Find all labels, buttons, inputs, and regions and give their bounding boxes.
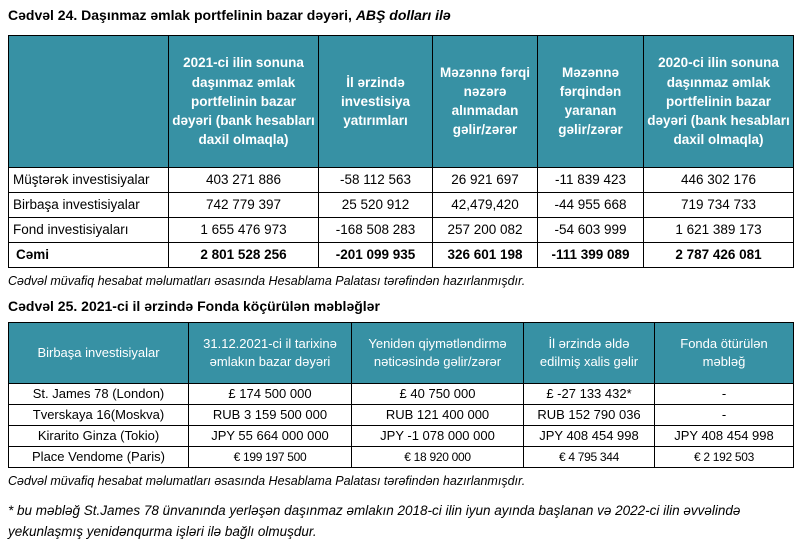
table-cell: 1 655 476 973 [168,216,319,243]
row-label: Müştərək investisiyalar [8,166,169,193]
column-header-empty [8,34,169,168]
table-cell: - [654,403,794,426]
table-cell: -201 099 935 [318,241,433,268]
table-cell: € 199 197 500 [188,445,352,468]
table24-title-currency-unit: ABŞ dolları ilə [355,7,451,23]
table-cell: - [654,382,794,405]
table-cell: 446 302 176 [643,166,794,193]
table24-header: 2021-ci ilin sonuna daşınmaz əmlak portf… [8,34,794,168]
table-cell: 2 801 528 256 [168,241,319,268]
column-header-net-income: İl ərzində əldə edilmiş xalis gəlir [523,321,655,384]
column-header-direct-investments: Birbaşa investisiyalar [8,321,189,384]
table-cell: JPY 408 454 998 [523,424,655,447]
table-cell: € 18 920 000 [351,445,524,468]
table-cell: 26 921 697 [432,166,538,193]
table-cell: -54 603 999 [537,216,644,243]
table-row-kirarito: Kirarito Ginza (Tokio) JPY 55 664 000 00… [8,424,794,447]
table-cell: 25 520 912 [318,191,433,218]
table-cell: 1 621 389 173 [643,216,794,243]
column-header-revaluation-result: Yenidən qiymətləndirmə nəticəsində gəlir… [351,321,524,384]
table-cell: RUB 121 400 000 [351,403,524,426]
column-header-income-excl-fx: Məzənnə fərqi nəzərə alınmadan gəlir/zər… [432,34,538,168]
table25-header: Birbaşa investisiyalar 31.12.2021-ci il … [8,321,794,384]
table-cell: 719 734 733 [643,191,794,218]
table24-body: Müştərək investisiyalar 403 271 886 -58 … [8,166,794,268]
row-label: Tverskaya 16(Moskva) [8,403,189,426]
table-row-fund-investments: Fond investisiyaları 1 655 476 973 -168 … [8,216,794,243]
column-header-fx-income: Məzənnə fərqindən yaranan gəlir/zərər [537,34,644,168]
table-cell: 326 601 198 [432,241,538,268]
row-label-total: Cəmi [8,241,169,268]
table-cell: € 2 192 503 [654,445,794,468]
table-row-place-vendome: Place Vendome (Paris) € 199 197 500 € 18… [8,445,794,468]
asterisk-footnote: * bu məbləğ St.James 78 ünvanında yerləş… [8,503,741,540]
table24-title-text: Cədvəl 24. Daşınmaz əmlak portfelinin ba… [8,7,356,23]
table-row-direct-investments: Birbaşa investisiyalar 742 779 397 25 52… [8,191,794,218]
row-label: Place Vendome (Paris) [8,445,189,468]
table-cell: 42,479,420 [432,191,538,218]
table24-source-note: Cədvəl müvafiq hesabat məlumatları əsası… [8,273,526,288]
table-cell: -11 839 423 [537,166,644,193]
column-header-investments: İl ərzində investisiya yatırımları [318,34,433,168]
table-cell: -168 508 283 [318,216,433,243]
table-row-tverskaya: Tverskaya 16(Moskva) RUB 3 159 500 000 R… [8,403,794,426]
row-label: Fond investisiyaları [8,216,169,243]
table24-title: Cədvəl 24. Daşınmaz əmlak portfelinin ba… [8,7,793,24]
table-cell: RUB 3 159 500 000 [188,403,352,426]
table-row-st-james: St. James 78 (London) £ 174 500 000 £ 40… [8,382,794,405]
table-cell: 742 779 397 [168,191,319,218]
row-label: St. James 78 (London) [8,382,189,405]
table-cell: £ 174 500 000 [188,382,352,405]
table25-source-note: Cədvəl müvafiq hesabat məlumatları əsası… [8,473,526,488]
table-cell: RUB 152 790 036 [523,403,655,426]
column-header-2020-value: 2020-ci ilin sonuna daşınmaz əmlak portf… [643,34,794,168]
row-label: Birbaşa investisiyalar [8,191,169,218]
table-cell: -111 399 089 [537,241,644,268]
row-label: Kirarito Ginza (Tokio) [8,424,189,447]
table-cell: £ 40 750 000 [351,382,524,405]
table25-title: Cədvəl 25. 2021-ci il ərzində Fonda köçü… [8,298,380,315]
column-header-2021-value: 2021-ci ilin sonuna daşınmaz əmlak portf… [168,34,319,168]
table-row-joint-investments: Müştərək investisiyalar 403 271 886 -58 … [8,166,794,193]
table25-body: St. James 78 (London) £ 174 500 000 £ 40… [8,382,794,468]
table-cell: 257 200 082 [432,216,538,243]
table-row-total: Cəmi 2 801 528 256 -201 099 935 326 601 … [8,241,794,268]
column-header-transferred-amount: Fonda ötürülən məbləğ [654,321,794,384]
table-cell: 403 271 886 [168,166,319,193]
table-cell: JPY 55 664 000 000 [188,424,352,447]
table-cell: € 4 795 344 [523,445,655,468]
table-cell: 2 787 426 081 [643,241,794,268]
table25-fund-transfers: Birbaşa investisiyalar 31.12.2021-ci il … [8,321,794,468]
table-cell: £ -27 133 432* [523,382,655,405]
table-cell: JPY -1 078 000 000 [351,424,524,447]
column-header-market-value-31-12-2021: 31.12.2021-ci il tarixinə əmlakın bazar … [188,321,352,384]
table-cell: JPY 408 454 998 [654,424,794,447]
table25-header-row: Birbaşa investisiyalar 31.12.2021-ci il … [8,321,794,384]
table-cell: -44 955 668 [537,191,644,218]
table-cell: -58 112 563 [318,166,433,193]
table24-header-row: 2021-ci ilin sonuna daşınmaz əmlak portf… [8,34,794,168]
table24-portfolio-market-value: 2021-ci ilin sonuna daşınmaz əmlak portf… [8,34,794,268]
